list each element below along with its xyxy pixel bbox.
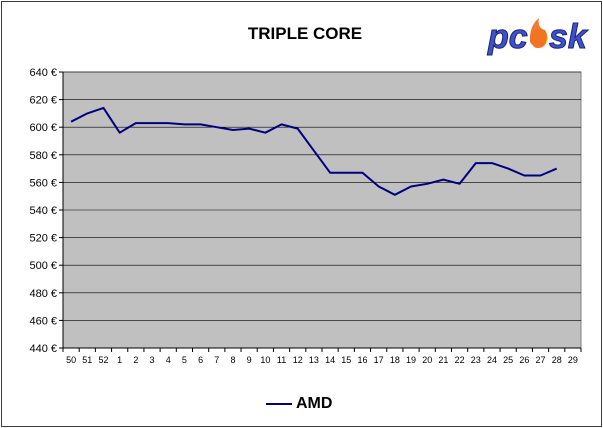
x-tick-label: 15	[341, 355, 351, 365]
x-tick-label: 28	[552, 355, 562, 365]
x-tick-label: 19	[406, 355, 416, 365]
x-tick-label: 13	[309, 355, 319, 365]
x-tick-label: 1	[117, 355, 122, 365]
flame-icon	[529, 18, 547, 49]
x-tick-label: 2	[133, 355, 138, 365]
x-tick-label: 12	[293, 355, 303, 365]
y-tick-label: 520 €	[29, 233, 57, 245]
x-tick-label: 23	[471, 355, 481, 365]
y-tick-label: 460 €	[29, 315, 57, 327]
logo-text-pc: pc	[487, 18, 528, 56]
logo-text-sk: sk	[549, 18, 589, 56]
x-tick-label: 25	[503, 355, 513, 365]
legend-label-amd: AMD	[296, 395, 333, 412]
pcsk-logo: pc sk	[485, 14, 595, 58]
x-tick-label: 51	[82, 355, 92, 365]
x-tick-label: 4	[166, 355, 171, 365]
x-tick-label: 20	[422, 355, 432, 365]
x-tick-label: 7	[214, 355, 219, 365]
x-tick-label: 9	[247, 355, 252, 365]
y-tick-label: 640 €	[29, 67, 57, 79]
legend-swatch-amd	[266, 403, 292, 405]
y-tick-label: 440 €	[29, 343, 57, 355]
x-tick-label: 17	[374, 355, 384, 365]
x-tick-label: 52	[98, 355, 108, 365]
x-tick-label: 22	[455, 355, 465, 365]
y-tick-label: 620 €	[29, 95, 57, 107]
y-tick-label: 600 €	[29, 122, 57, 134]
x-tick-label: 6	[198, 355, 203, 365]
y-axis-ticks: 440 € 460 € 480 € 500 € 520 € 540 € 560 € 580 €…	[29, 67, 581, 355]
x-tick-label: 11	[277, 355, 286, 365]
x-tick-label: 24	[487, 355, 497, 365]
x-tick-label: 3	[150, 355, 155, 365]
chart-title: TRIPLE CORE	[247, 24, 363, 43]
x-tick-label: 18	[390, 355, 400, 365]
y-tick-label: 560 €	[29, 177, 57, 189]
y-tick-label: 480 €	[29, 288, 57, 300]
logo-graphic: pc sk	[487, 18, 590, 57]
x-tick-label: 26	[519, 355, 529, 365]
x-tick-label: 16	[357, 355, 367, 365]
x-tick-label: 21	[438, 355, 448, 365]
x-tick-label: 27	[536, 355, 546, 365]
legend: AMD	[266, 394, 332, 414]
series-line-amd	[70, 106, 558, 196]
x-tick-label: 29	[568, 355, 578, 365]
x-tick-label: 5	[182, 355, 187, 365]
x-tick-label: 14	[325, 355, 335, 365]
x-tick-label: 8	[230, 355, 235, 365]
x-tick-label: 50	[66, 355, 76, 365]
x-tick-label: 10	[260, 355, 270, 365]
y-tick-label: 580 €	[29, 150, 57, 162]
y-tick-label: 540 €	[29, 205, 57, 217]
y-tick-label: 500 €	[29, 260, 57, 272]
x-axis-ticks: 50 51 52 1 2 3 4 5 6 7 8 9 10 11 12 13 14 15 16 17 18 19 20 21 2…	[62, 348, 582, 365]
